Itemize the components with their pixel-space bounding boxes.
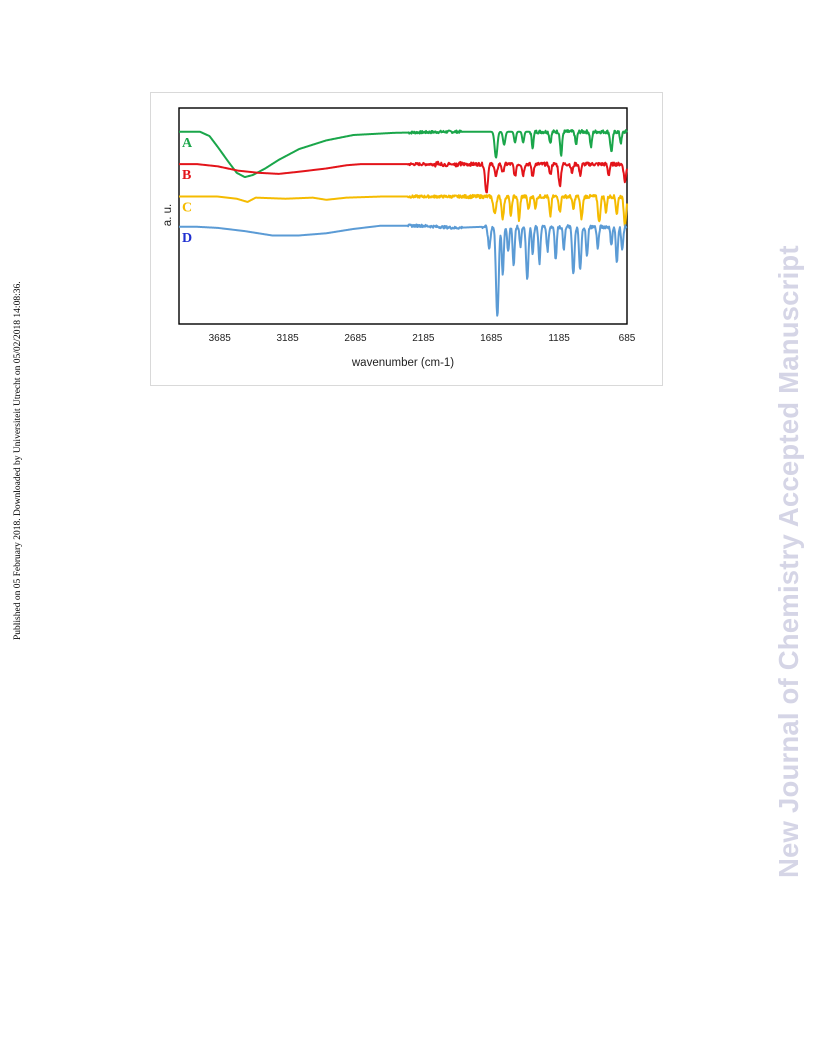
series-label-layer: A B CD — [182, 136, 193, 246]
series-label-a: A — [182, 136, 193, 151]
series-line-b — [178, 160, 628, 194]
x-tick-label: 1185 — [548, 333, 570, 344]
x-axis-title: wavenumber (cm-1) — [351, 357, 454, 369]
series-label-b: B — [182, 168, 191, 183]
manuscript-watermark: New Journal of Chemistry Accepted Manusc… — [773, 245, 804, 878]
x-tick-label: 2185 — [412, 333, 435, 344]
series-label-d: D — [182, 231, 192, 246]
x-tick-layer: 3685 3185 2685 2185 1685 1185 685 — [209, 333, 636, 344]
series-line-c — [178, 193, 628, 227]
x-tick-label: 3685 — [209, 333, 232, 344]
series-label-c: C — [182, 201, 192, 216]
x-tick-label: 2685 — [344, 333, 367, 344]
series-layer — [178, 129, 628, 317]
x-tick-label: 1685 — [480, 333, 503, 344]
y-axis-title: a. u. — [162, 204, 174, 226]
publication-note: Published on 05 February 2018. Downloade… — [13, 281, 23, 640]
x-tick-label: 685 — [619, 333, 636, 344]
ftir-chart: A B CD 3685 3185 2685 2185 1685 1185 685 wavenum… — [162, 107, 636, 369]
series-line-a — [178, 129, 628, 179]
series-line-d — [178, 223, 628, 317]
plot-area — [178, 107, 628, 325]
x-tick-label: 3185 — [276, 333, 299, 344]
